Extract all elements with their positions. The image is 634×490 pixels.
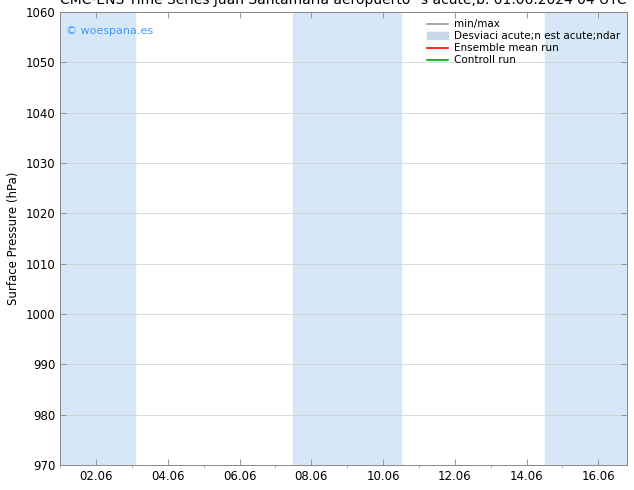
Legend: min/max, Desviaci acute;n est acute;ndar, Ensemble mean run, Controll run: min/max, Desviaci acute;n est acute;ndar… [424,15,624,70]
Bar [294,12,401,465]
Text: CMC-ENS Time Series Juan Santamaría aeropuerto: CMC-ENS Time Series Juan Santamaría aero… [60,0,410,7]
Text: © woespana.es: © woespana.es [66,25,153,36]
Text: s acute;b. 01.06.2024 04 UTC: s acute;b. 01.06.2024 04 UTC [422,0,627,7]
Y-axis label: Surface Pressure (hPa): Surface Pressure (hPa) [7,172,20,305]
Bar [545,12,627,465]
Bar [60,12,136,465]
